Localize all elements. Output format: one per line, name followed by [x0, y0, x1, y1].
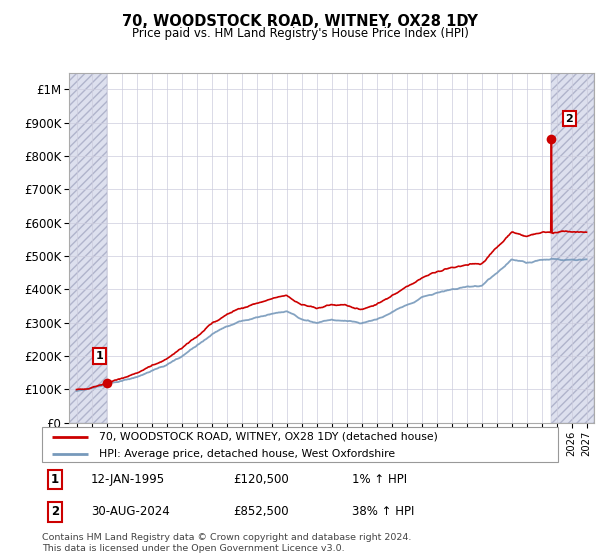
Text: 2: 2	[51, 505, 59, 519]
Text: £120,500: £120,500	[233, 473, 289, 486]
Text: 30-AUG-2024: 30-AUG-2024	[91, 505, 170, 519]
Bar	[551, 73, 594, 423]
Text: 1: 1	[96, 351, 103, 361]
Text: 1% ↑ HPI: 1% ↑ HPI	[352, 473, 407, 486]
Text: 70, WOODSTOCK ROAD, WITNEY, OX28 1DY (detached house): 70, WOODSTOCK ROAD, WITNEY, OX28 1DY (de…	[99, 432, 437, 442]
Bar	[69, 73, 107, 423]
Text: 1: 1	[51, 473, 59, 486]
Text: 12-JAN-1995: 12-JAN-1995	[91, 473, 165, 486]
Text: £852,500: £852,500	[233, 505, 289, 519]
Text: 2: 2	[566, 114, 573, 124]
Text: Price paid vs. HM Land Registry's House Price Index (HPI): Price paid vs. HM Land Registry's House …	[131, 27, 469, 40]
Text: 70, WOODSTOCK ROAD, WITNEY, OX28 1DY: 70, WOODSTOCK ROAD, WITNEY, OX28 1DY	[122, 14, 478, 29]
Text: 38% ↑ HPI: 38% ↑ HPI	[352, 505, 414, 519]
Text: Contains HM Land Registry data © Crown copyright and database right 2024.
This d: Contains HM Land Registry data © Crown c…	[42, 533, 412, 553]
Text: HPI: Average price, detached house, West Oxfordshire: HPI: Average price, detached house, West…	[99, 449, 395, 459]
